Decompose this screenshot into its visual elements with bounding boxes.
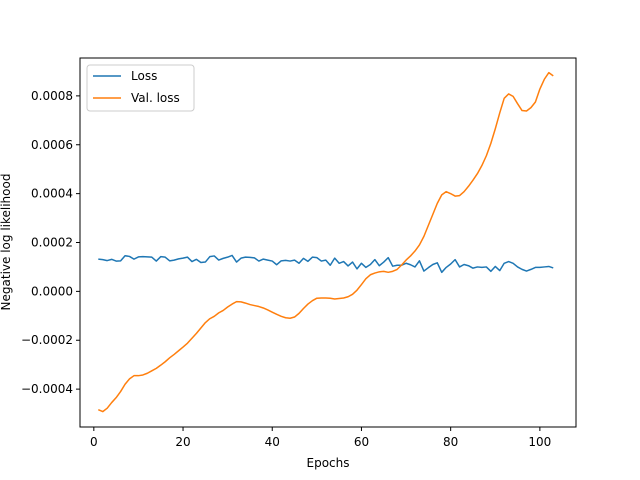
y-tick-label: −0.0002 (21, 333, 73, 347)
series-line-1 (97, 71, 554, 413)
y-tick-label: −0.0004 (21, 382, 73, 396)
x-tick-label: 60 (354, 435, 369, 449)
y-axis-ticks: −0.0004 −0.0002 0.0000 0.0002 0.0004 0.0006 0.… (21, 89, 80, 396)
y-axis-label: Negative log likelihood (0, 174, 13, 311)
legend: Loss Val. loss (86, 64, 195, 112)
x-axis-label: Epochs (307, 456, 350, 470)
y-tick-label: 0.0006 (31, 138, 73, 152)
legend-label-1: Val. loss (131, 91, 180, 105)
series-layer (97, 71, 554, 413)
x-axis-ticks: 0 20 40 60 80 100 (90, 427, 551, 449)
x-tick-label: 100 (528, 435, 551, 449)
y-tick-label: 0.0008 (31, 89, 73, 103)
x-tick-label: 20 (175, 435, 190, 449)
y-tick-label: 0.0000 (31, 284, 73, 298)
legend-label-0: Loss (131, 69, 157, 83)
x-tick-label: 0 (90, 435, 98, 449)
series-line-0 (98, 254, 554, 274)
y-tick-label: 0.0002 (31, 236, 73, 250)
x-tick-label: 80 (443, 435, 458, 449)
x-tick-label: 40 (265, 435, 280, 449)
y-tick-label: 0.0004 (31, 187, 73, 201)
axes-frame (79, 57, 577, 428)
